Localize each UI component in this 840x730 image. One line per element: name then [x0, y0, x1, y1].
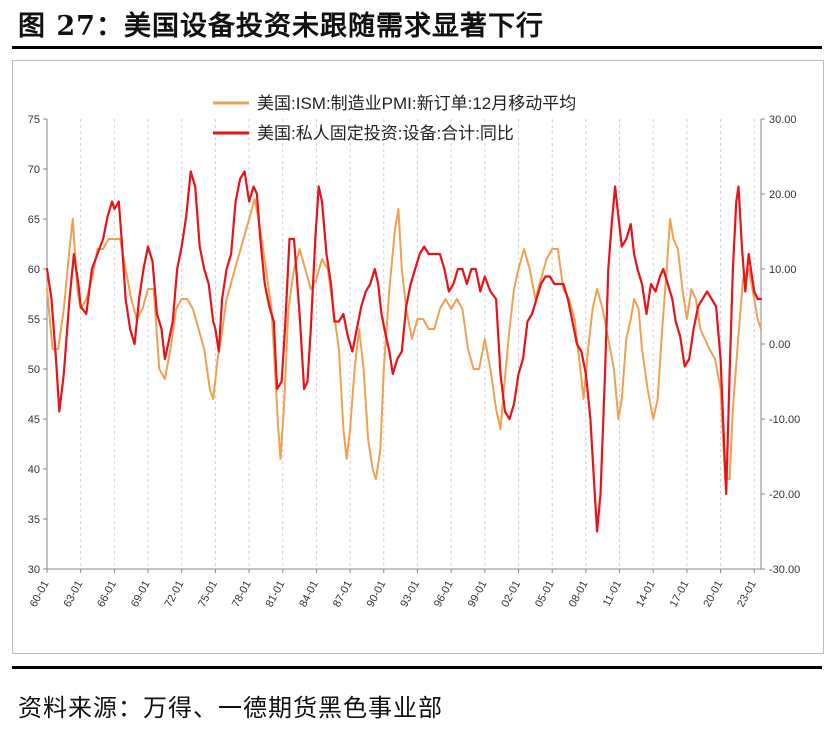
- x-tick-label: 99-01: [466, 579, 490, 609]
- x-tick-label: 02-01: [499, 579, 523, 609]
- y-right-tick-label: 10.00: [769, 264, 797, 276]
- source-note: 资料来源：万得、一德期货黑色事业部: [18, 694, 443, 722]
- chart-frame: 60-01 63-01 66-01 69-01 72-01 75-01 78-01 81-01…: [12, 60, 824, 654]
- legend-label: 美国:私人固定投资:设备:合计:同比: [257, 124, 514, 143]
- series-line-capex: [45, 170, 763, 533]
- y-right-tick-label: 0.00: [769, 339, 790, 351]
- y-right-tick-label: 30.00: [769, 114, 797, 126]
- legend: 美国:ISM:制造业PMI:新订单:12月移动平均美国:私人固定投资:设备:合计…: [213, 94, 576, 143]
- y-left-tick-label: 60: [28, 264, 40, 276]
- x-tick-label: 90-01: [365, 579, 389, 609]
- x-tick-label: 87-01: [331, 579, 355, 609]
- y-left-tick-label: 65: [28, 214, 40, 226]
- x-tick-label: 63-01: [62, 579, 86, 609]
- grid-lines: [46, 119, 755, 569]
- x-tick-label: 81-01: [264, 579, 288, 609]
- x-tick-label: 20-01: [701, 579, 725, 609]
- y-left-tick-label: 70: [28, 164, 40, 176]
- bottom-rule: [12, 666, 822, 669]
- x-tick-label: 11-01: [601, 579, 624, 609]
- x-tick-label: 96-01: [432, 579, 456, 609]
- x-tick-label: 93-01: [398, 579, 422, 609]
- figure-title: 图 27：美国设备投资未跟随需求显著下行: [18, 11, 544, 42]
- y-right-tick-label: -30.00: [769, 564, 800, 576]
- x-tick-label: 23-01: [735, 579, 759, 609]
- x-tick-label: 08-01: [567, 579, 591, 609]
- legend-label: 美国:ISM:制造业PMI:新订单:12月移动平均: [257, 94, 576, 113]
- line-chart: 60-01 63-01 66-01 69-01 72-01 75-01 78-01 81-01…: [28, 94, 800, 609]
- y-right-tick-label: 20.00: [769, 189, 797, 201]
- x-tick-label: 84-01: [297, 579, 321, 609]
- y-left-tick-label: 50: [28, 364, 40, 376]
- y-left-tick-label: 55: [28, 314, 40, 326]
- y-left-tick-label: 40: [28, 464, 40, 476]
- x-tick-label: 14-01: [634, 579, 658, 609]
- x-tick-label: 72-01: [163, 579, 187, 609]
- y-right-tick-label: -20.00: [769, 489, 800, 501]
- top-rule: [12, 46, 822, 49]
- y-left-tick-label: 35: [28, 514, 40, 526]
- y-right-tick-label: -10.00: [769, 414, 800, 426]
- x-tick-label: 05-01: [533, 579, 557, 609]
- y-left-tick-label: 30: [28, 564, 40, 576]
- x-tick-label: 60-01: [28, 579, 52, 609]
- y-left-tick-label: 45: [28, 414, 40, 426]
- y-left-tick-label: 75: [28, 114, 40, 126]
- x-tick-label: 66-01: [95, 579, 119, 609]
- series-lines: [45, 170, 763, 533]
- x-tick-label: 75-01: [196, 579, 220, 609]
- x-tick-label: 78-01: [230, 579, 254, 609]
- x-tick-label: 17-01: [668, 579, 692, 609]
- x-tick-label: 69-01: [129, 579, 153, 609]
